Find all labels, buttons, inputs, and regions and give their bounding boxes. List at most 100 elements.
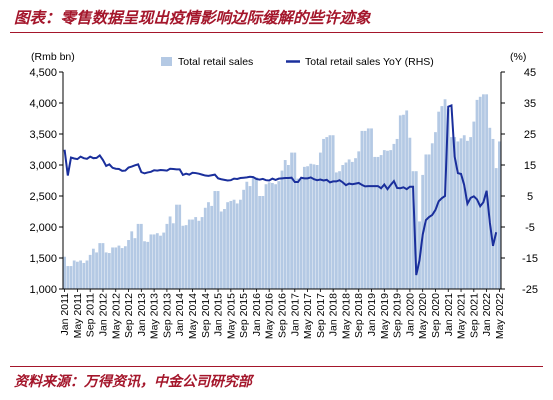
bar [478,96,482,289]
bar [72,260,76,289]
bar [344,162,348,289]
bar [213,191,217,289]
x-tick-label: Sep 2016 [277,293,289,338]
right-tick-label: 5 [527,191,533,203]
bar [459,138,463,289]
bar [370,128,373,289]
x-tick-label: Jan 2017 [289,293,301,336]
bar [405,110,409,289]
bar [309,163,313,289]
bar [203,207,207,289]
bar [120,248,124,289]
source-note: 资料来源：万得资讯，中金公司研究部 [14,374,252,390]
x-tick-label: Jan 2018 [328,293,340,336]
source-rule [10,366,543,367]
x-tick-label: Jan 2022 [481,293,493,336]
bar [101,243,105,289]
bar [475,99,479,290]
bar [466,140,469,289]
left-tick-label: 2,500 [29,191,57,203]
bar [450,137,453,289]
x-tick-label: Sep 2021 [468,293,480,338]
bar [136,223,140,289]
bar [264,184,268,289]
bar [111,247,114,289]
bar [63,256,66,289]
bar [187,219,191,289]
bar [306,166,309,289]
bar [347,159,351,289]
bar [239,199,242,289]
bar [271,182,274,289]
bar [411,171,415,289]
bar [165,223,169,289]
bar [402,114,405,289]
bar [482,94,485,289]
right-axis-unit: (%) [510,51,526,63]
bar [191,219,194,289]
bar [219,211,223,289]
x-tick-label: May 2019 [379,293,391,339]
left-tick-label: 1,500 [29,253,57,265]
bar [494,168,498,289]
bar [360,130,364,289]
bar [194,217,198,289]
x-tick-label: May 2014 [187,293,199,339]
x-tick-label: Jan 2020 [404,293,416,336]
bar [472,121,476,289]
x-tick-label: Jan 2016 [251,293,263,336]
bar [341,165,345,289]
x-tick-label: May 2022 [494,293,506,339]
bar [79,260,82,289]
bar [184,225,188,289]
left-tick-label: 3,500 [29,129,57,141]
x-tick-label: Sep 2014 [200,293,212,338]
bar [127,240,130,289]
bar [82,262,86,289]
bar [95,252,98,289]
bar [350,161,354,289]
x-tick-label: Jan 2015 [213,293,225,336]
bar [123,246,127,289]
bar [223,209,226,289]
right-tick-label: -15 [522,253,538,265]
bar [446,109,450,289]
bar [171,223,175,289]
bar [293,152,297,289]
left-tick-label: 4,000 [29,98,57,110]
bar [146,241,150,289]
x-tick-label: May 2020 [417,293,429,339]
bar [408,137,412,289]
legend: Total retail sales Total retail sales Yo… [161,56,434,68]
x-tick-label: Jan 2012 [97,293,109,336]
right-tick-label: 35 [524,98,536,110]
x-tick-label: Jan 2014 [174,293,186,336]
legend-line-label: Total retail sales YoY (RHS) [305,56,434,68]
bar [242,189,246,289]
bar [322,138,325,289]
bar [139,223,143,289]
bar [229,200,233,289]
left-tick-label: 3,000 [29,160,57,172]
bar [498,141,501,289]
x-tick-label: May 2017 [302,293,314,339]
bar [258,196,262,289]
left-tick-label: 2,000 [29,222,57,234]
bar [255,177,258,289]
bar [312,164,316,289]
bar [382,150,386,289]
bar [235,203,239,289]
bar [104,252,108,289]
bar [69,266,73,289]
bar [366,128,370,289]
x-tick-label: May 2011 [72,293,84,338]
bar [143,241,146,289]
bar [210,205,214,289]
bar [159,235,162,289]
bar [175,204,178,289]
x-tick-label: Jan 2019 [366,293,378,336]
bar [232,199,236,289]
bar [302,166,306,289]
bar [207,202,210,289]
bar [389,150,393,289]
